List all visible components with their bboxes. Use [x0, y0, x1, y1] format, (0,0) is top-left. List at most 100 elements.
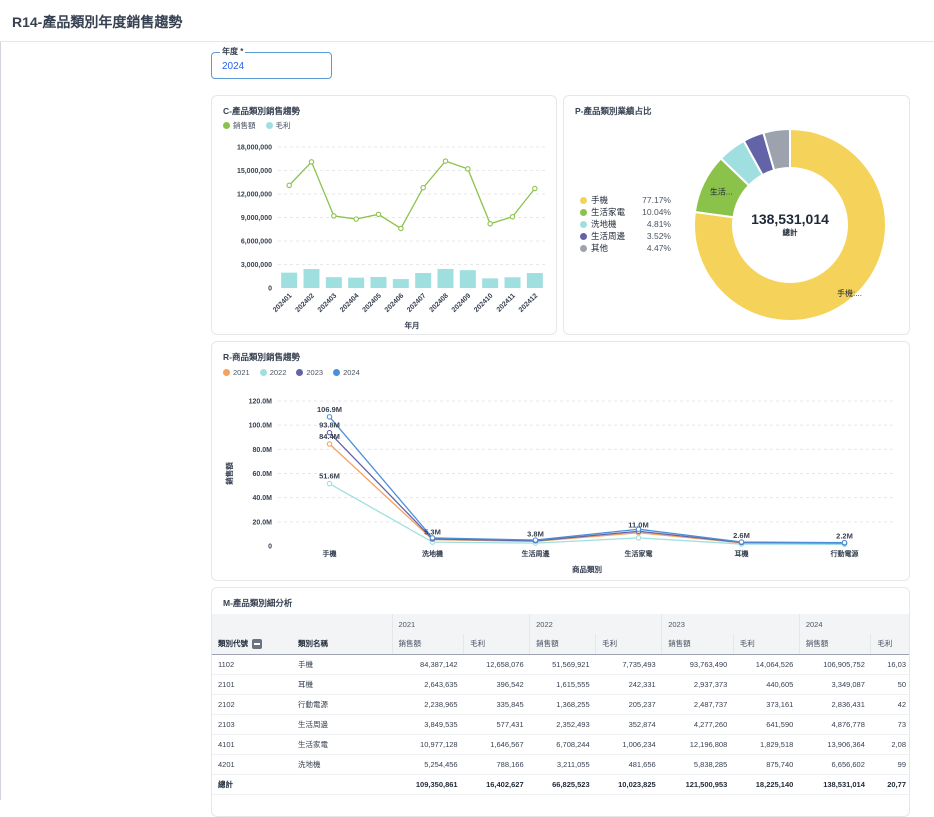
category-analysis-card: M-產品類別細分析 2021 2022 2023 2024 類別代號 類別名稱 銷售額 毛利…	[211, 587, 910, 817]
product-category-trend-legend: 2021 2022 2023 2024	[223, 368, 360, 377]
value-cell: 242,331	[595, 674, 662, 695]
value-cell: 3,211,055	[529, 754, 596, 775]
y-tick-label: 12,000,000	[237, 192, 272, 199]
value-cell: 6,656,602	[799, 754, 871, 775]
table-row: 2102 行動電源 2,238,965 335,845 1,368,255 205,237…	[212, 694, 909, 715]
measure-header: 銷售額	[661, 634, 734, 655]
value-cell: 481,656	[595, 754, 662, 775]
table-row: 4201 洗地機 5,254,456 788,166 3,211,055 481,656 5…	[212, 754, 909, 775]
y-tick-label: 0	[268, 544, 272, 551]
value-cell: 12,658,076	[463, 654, 530, 675]
share-legend-row[interactable]: 生活周邊 3.52%	[580, 230, 671, 242]
code-header[interactable]: 類別代號	[212, 634, 292, 655]
slice-label: 手機:...	[837, 288, 862, 298]
category-analysis-table: 2021 2022 2023 2024 類別代號 類別名稱 銷售額 毛利 銷售額 毛利 銷售額 毛利…	[212, 614, 909, 795]
name-header: 類別名稱	[292, 634, 392, 655]
y-tick-label: 9,000,000	[241, 215, 272, 222]
table-row: 4101 生活家電 10,977,128 1,646,567 6,708,244 1,00…	[212, 734, 909, 755]
legend-swatch	[580, 196, 587, 204]
category-analysis-title: M-產品類別細分析	[223, 598, 293, 608]
product-category-trend-title: R-商品類別銷售趨勢	[223, 352, 300, 362]
value-cell: 1,615,555	[529, 674, 596, 695]
series-line	[329, 483, 845, 545]
sales-trend-title: C-產品類別銷售趨勢	[223, 106, 300, 116]
series-point	[326, 429, 333, 436]
legend-label: 銷售額	[233, 121, 256, 130]
year-filter-field[interactable]: 年度 * 2024	[211, 47, 332, 79]
legend-item-3[interactable]: 2024	[333, 368, 360, 377]
value-cell: 109,350,861	[392, 773, 464, 795]
value-cell: 373,161	[733, 694, 800, 715]
legend-item-1[interactable]: 2022	[259, 368, 286, 377]
value-cell: 4,277,260	[661, 714, 734, 735]
y-tick-label: 120.0M	[249, 399, 273, 406]
legend-swatch	[580, 220, 587, 228]
sales-point	[398, 225, 404, 232]
name-cell: 洗地機	[292, 754, 392, 775]
x-tick-label: 202410	[473, 292, 495, 314]
donut-total-value: 138,531,014	[751, 211, 829, 227]
name-cell	[292, 773, 392, 795]
category-share-title: P-產品類別業績占比	[575, 106, 652, 116]
value-cell: 641,590	[733, 714, 800, 735]
series-point	[429, 535, 436, 541]
name-cell: 生活家電	[292, 734, 392, 755]
corner-cell	[212, 614, 392, 634]
legend-item-1[interactable]: 毛利	[265, 120, 291, 131]
measure-header: 銷售額	[798, 634, 871, 655]
product-category-trend-card: R-商品類別銷售趨勢 2021 2022 2023 2024 0 20.0M 40.0M 6…	[211, 341, 910, 581]
value-cell: 205,237	[595, 694, 662, 715]
data-label: 93.8M	[319, 421, 340, 430]
code-cell: 1102	[212, 654, 292, 675]
series-point	[326, 441, 333, 447]
data-label: 51.6M	[319, 472, 340, 481]
measure-header-row: 類別代號 類別名稱 銷售額 毛利 銷售額 毛利 銷售額 毛利 銷售額 毛利	[212, 634, 909, 655]
legend-percent: 10.04%	[642, 207, 671, 217]
profit-bar	[482, 278, 499, 288]
value-cell: 1,006,234	[595, 734, 662, 755]
value-cell: 10,023,825	[595, 773, 662, 795]
series-point	[738, 539, 745, 545]
year-filter-value[interactable]: 2024	[222, 61, 245, 72]
y-tick-label: 100.0M	[249, 423, 273, 430]
value-cell: 14,064,526	[733, 654, 800, 675]
code-cell: 2101	[212, 674, 292, 695]
legend-item-2[interactable]: 2023	[296, 368, 323, 377]
profit-bar	[392, 279, 409, 288]
share-legend-row[interactable]: 洗地機 4.81%	[580, 218, 671, 230]
value-cell: 335,845	[463, 694, 530, 715]
measure-header: 毛利	[595, 634, 662, 655]
share-legend-row[interactable]: 生活家電 10.04%	[580, 206, 671, 218]
sales-point	[308, 159, 315, 165]
value-cell: 1,646,567	[463, 734, 530, 755]
value-cell: 577,431	[463, 714, 530, 735]
value-cell: 42	[870, 694, 909, 715]
legend-percent: 77.17%	[642, 195, 671, 205]
x-tick-label: 202402	[294, 292, 316, 314]
series-point	[635, 535, 642, 541]
legend-swatch	[333, 369, 341, 376]
value-cell: 2,487,737	[661, 694, 734, 715]
value-cell: 5,254,456	[392, 754, 464, 775]
y-tick-label: 80.0M	[253, 447, 273, 454]
legend-percent: 4.47%	[646, 243, 671, 253]
legend-item-0[interactable]: 銷售額	[223, 120, 256, 131]
share-legend-row[interactable]: 手機 77.17%	[580, 194, 671, 206]
y-tick-label: 60.0M	[253, 471, 273, 478]
y-tick-label: 20.0M	[253, 519, 273, 526]
share-legend-row[interactable]: 其他 4.47%	[580, 242, 671, 254]
value-cell: 440,605	[733, 674, 800, 695]
sales-point	[532, 185, 538, 192]
data-label: 2.2M	[836, 531, 853, 540]
legend-percent: 3.52%	[646, 231, 671, 241]
name-cell: 生活周邊	[292, 714, 392, 735]
collapse-icon[interactable]	[252, 639, 262, 650]
value-cell: 3,349,087	[799, 674, 871, 695]
x-tick-label: 202401	[272, 292, 294, 314]
legend-label: 2024	[343, 368, 360, 377]
category-share-legend: 手機 77.17% 生活家電 10.04% 洗地機 4.81% 生活周邊 3.52% 其他 4.4…	[580, 194, 671, 254]
code-cell: 2102	[212, 694, 292, 715]
legend-item-0[interactable]: 2021	[223, 368, 250, 377]
sales-point	[509, 213, 516, 220]
y-tick-label: 6,000,000	[241, 239, 272, 246]
